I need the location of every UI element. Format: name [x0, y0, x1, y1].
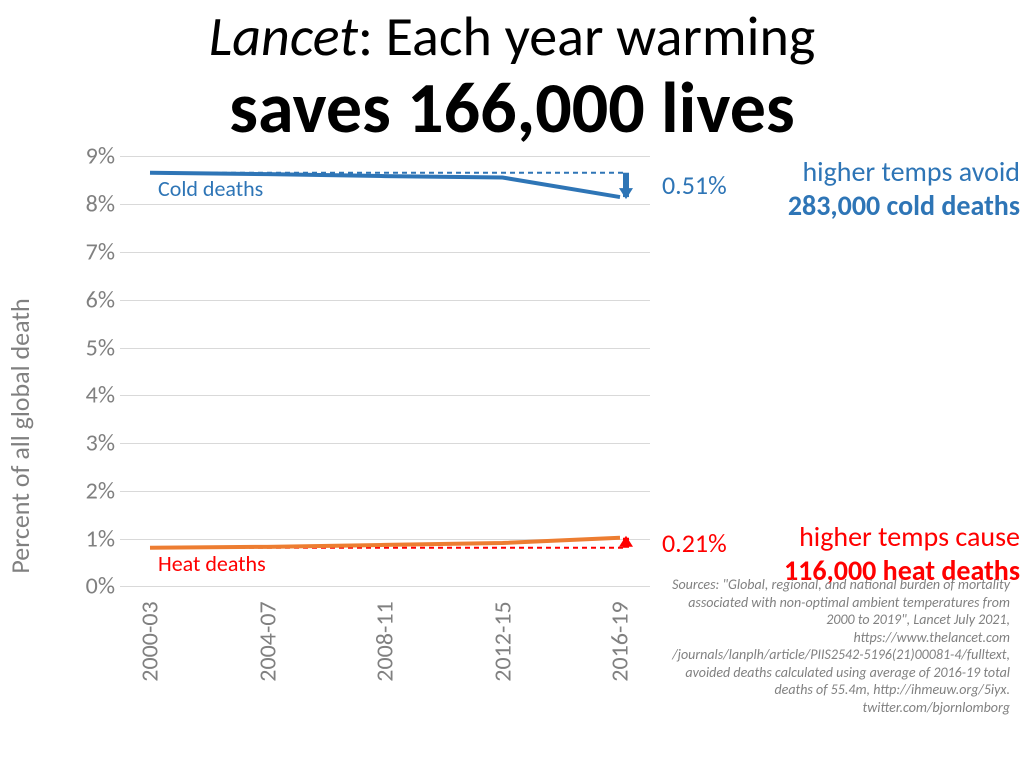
heat-annotation-line1: higher temps cause	[760, 520, 1020, 554]
chart-title: Lancet: Each year warming saves 166,000 …	[0, 0, 1024, 146]
x-tick-label: 2012-15	[488, 601, 517, 681]
y-tick-label: 0%	[70, 572, 115, 601]
y-tick-label: 8%	[70, 190, 115, 219]
cold-annotation: higher temps avoid 283,000 cold deaths	[760, 155, 1020, 222]
x-tick-label: 2000-03	[136, 601, 165, 681]
y-tick-label: 4%	[70, 381, 115, 410]
y-tick-label: 6%	[70, 285, 115, 314]
heat-delta-label: 0.21%	[662, 527, 727, 559]
title-line-1: Lancet: Each year warming	[0, 8, 1024, 67]
y-tick-label: 1%	[70, 524, 115, 553]
cold-annotation-line2: 283,000 cold deaths	[760, 189, 1020, 223]
gridline	[120, 586, 650, 587]
y-axis-label: Percent of all global death	[4, 299, 36, 574]
y-tick-label: 7%	[70, 237, 115, 266]
chart-area: Percent of all global death 0%1%2%3%4%5%…	[60, 156, 1010, 716]
y-tick-label: 5%	[70, 333, 115, 362]
cold-delta-label: 0.51%	[662, 169, 727, 201]
y-tick-label: 3%	[70, 429, 115, 458]
plot-svg	[120, 156, 650, 586]
x-tick-label: 2008-11	[371, 601, 400, 681]
title-rest: : Each year warming	[358, 3, 815, 71]
sources-text: Sources: "Global, regional, and national…	[670, 576, 1010, 716]
title-line-2: saves 166,000 lives	[0, 71, 1024, 147]
cold-series-label: Cold deaths	[158, 175, 263, 202]
title-italic-word: Lancet	[209, 3, 358, 71]
y-tick-label: 9%	[70, 142, 115, 171]
plot-region: 0%1%2%3%4%5%6%7%8%9% Cold deaths Heat de…	[120, 156, 650, 586]
cold-annotation-line1: higher temps avoid	[760, 155, 1020, 189]
heat-series-label: Heat deaths	[158, 550, 266, 577]
x-tick-label: 2004-07	[253, 601, 282, 681]
x-tick-label: 2016-19	[606, 601, 635, 681]
y-tick-label: 2%	[70, 476, 115, 505]
